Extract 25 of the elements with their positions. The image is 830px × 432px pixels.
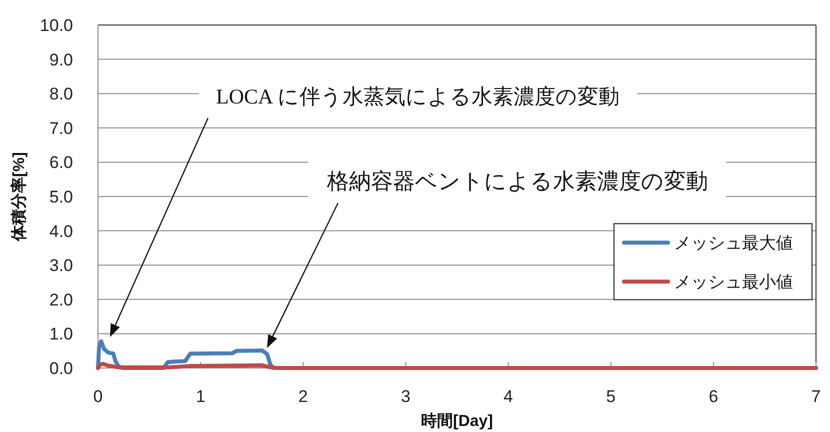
- y-tick-label: 2.0: [49, 290, 73, 310]
- x-tick-label: 2: [298, 387, 308, 406]
- y-tick-label: 6.0: [49, 153, 73, 172]
- x-tick-label: 4: [504, 387, 514, 406]
- x-tick-label: 1: [196, 387, 206, 406]
- y-tick-label: 4.0: [49, 222, 73, 241]
- y-tick-label: 9.0: [49, 50, 73, 70]
- legend-label: メッシュ最小値: [674, 272, 793, 292]
- x-tick-label: 7: [811, 387, 821, 406]
- legend-label: メッシュ最大値: [674, 234, 793, 253]
- y-axis-title: 体積分率[%]: [9, 152, 28, 242]
- x-tick-label: 0: [93, 387, 103, 406]
- y-tick-label: 1.0: [49, 324, 73, 344]
- x-tick-label: 3: [400, 387, 410, 406]
- y-tick-label: 8.0: [49, 84, 73, 104]
- y-tick-label: 7.0: [49, 118, 73, 138]
- annotation: LOCA に伴う水蒸気による水素濃度の変動: [216, 84, 620, 108]
- y-tick-label: 5.0: [49, 187, 73, 206]
- y-tick-label: 0.0: [49, 358, 73, 378]
- x-axis-title: 時間[Day]: [420, 412, 494, 430]
- x-tick-label: 6: [708, 387, 718, 406]
- annotation: 格納容器ベントによる水素濃度の変動: [326, 168, 708, 194]
- x-tick-label: 5: [606, 387, 616, 406]
- y-tick-label: 3.0: [49, 256, 73, 276]
- y-tick-label: 10.0: [40, 16, 73, 35]
